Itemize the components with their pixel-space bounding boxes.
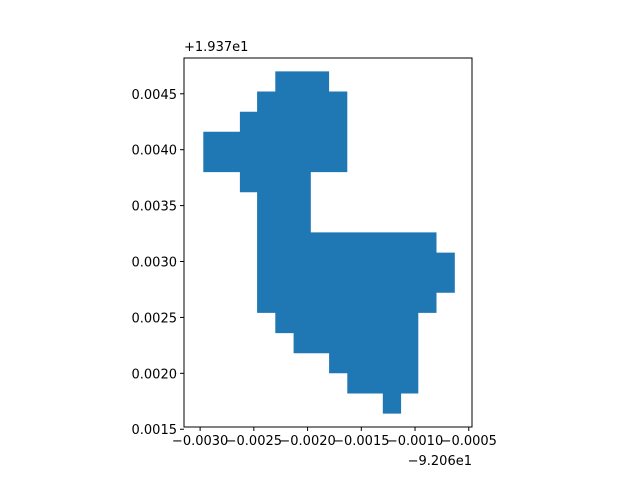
y-tick-label: 0.0045	[132, 88, 178, 103]
y-tick-label: 0.0015	[132, 423, 178, 438]
y-tick-label: 0.0020	[132, 367, 178, 382]
x-tick-label: −0.0020	[279, 434, 335, 449]
x-tick-label: −0.0030	[172, 434, 228, 449]
y-axis: 0.0015 0.0020 0.0025 0.0030 0.0035 0.0040 0.00…	[132, 88, 184, 438]
x-tick-label: −0.0005	[441, 434, 497, 449]
y-tick-label: 0.0025	[132, 311, 178, 326]
polygon-shape	[203, 71, 455, 414]
y-offset-label: +1.937e1	[184, 40, 248, 55]
x-tick-label: −0.0025	[226, 434, 282, 449]
axes-frame	[183, 57, 473, 428]
plot-area	[203, 71, 455, 414]
x-axis: −0.0030−0.0025−0.0020−0.0015−0.0010−0.00…	[172, 427, 497, 449]
x-tick-label: −0.0015	[333, 434, 389, 449]
y-tick-label: 0.0035	[132, 200, 178, 215]
x-offset-label: −9.206e1	[408, 454, 472, 469]
y-tick-label: 0.0030	[132, 256, 178, 271]
x-tick-label: −0.0010	[387, 434, 443, 449]
y-tick-label: 0.0040	[132, 144, 178, 159]
